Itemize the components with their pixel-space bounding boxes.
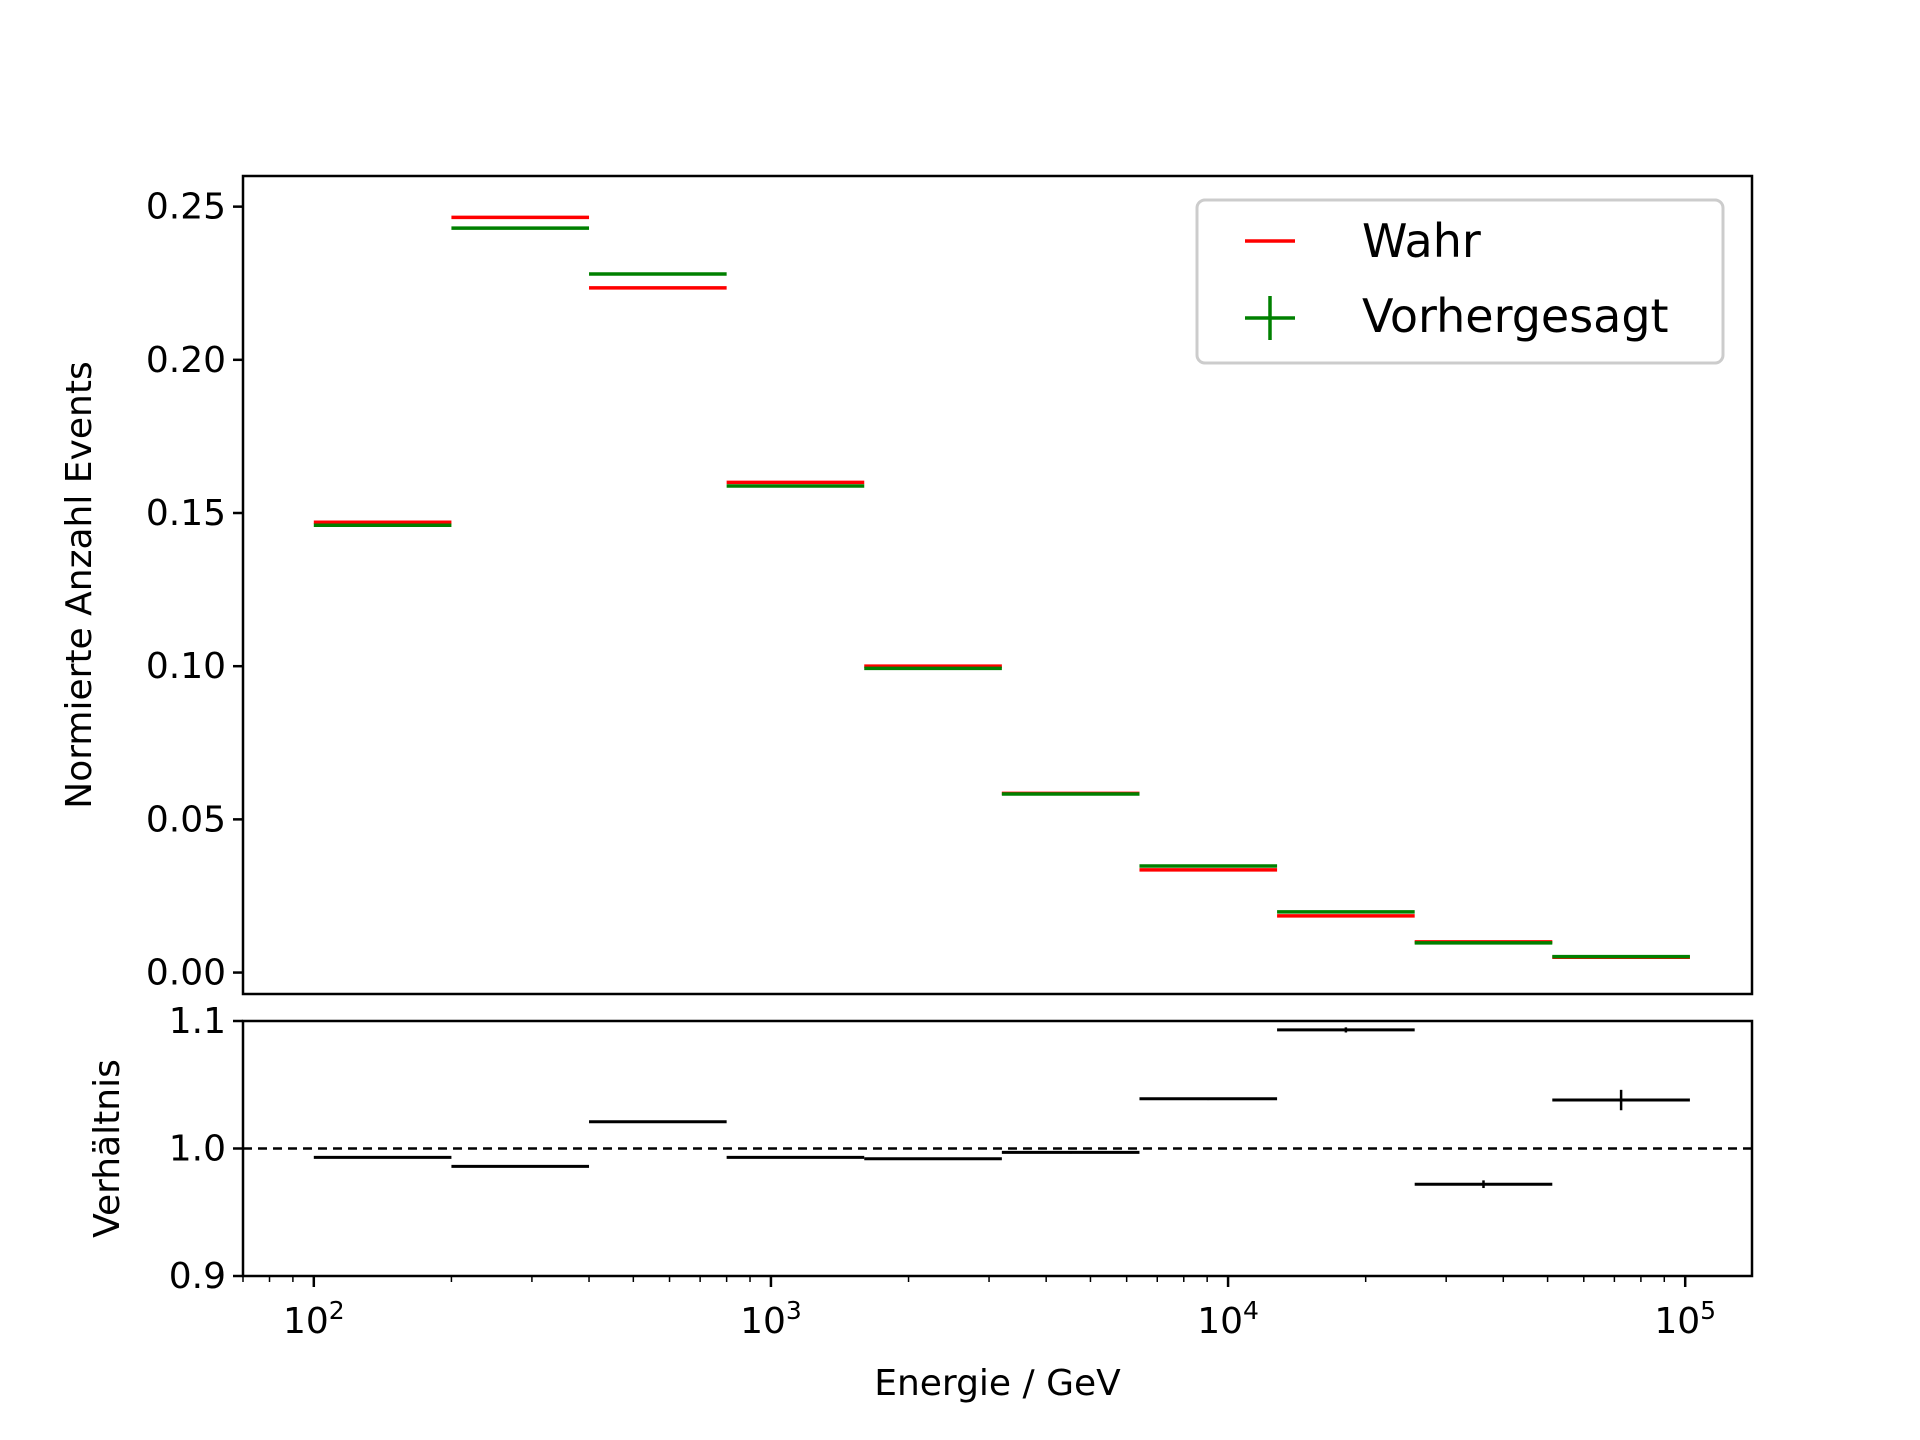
- legend: Wahr Vorhergesagt: [1195, 198, 1725, 365]
- ratio-marks: [313, 1027, 1690, 1189]
- ratio-y-axis-label: Verhältnis: [87, 1059, 128, 1238]
- x-axis-label: Energie / GeV: [874, 1363, 1121, 1404]
- main-y-tick-label: 0.20: [146, 340, 226, 381]
- main-y-tick-label: 0.10: [146, 646, 226, 687]
- x-tick-label: 105: [1654, 1296, 1716, 1342]
- ratio-y-tick-label: 1.0: [169, 1129, 226, 1170]
- x-tick-label: 103: [740, 1296, 802, 1342]
- legend-box: [1195, 198, 1725, 365]
- main-y-tick-label: 0.05: [146, 799, 226, 840]
- main-panel: 0.00 0.05 0.10 0.15 0.20 0.25 Normierte Anzah…: [59, 174, 1754, 996]
- main-axes-frame: [241, 174, 1754, 996]
- ratio-y-tick-label: 0.9: [169, 1256, 226, 1297]
- main-y-axis-label: Normierte Anzahl Events: [59, 361, 100, 808]
- ratio-panel: 0.9 1.0 1.1 102 103 104 105 Verhältnis Energi…: [87, 1001, 1754, 1404]
- ratio-x-ticks: 102 103 104 105: [242, 1276, 1716, 1342]
- main-y-tick-label: 0.25: [146, 187, 226, 228]
- ratio-y-tick-label: 1.1: [169, 1001, 226, 1042]
- legend-predicted-label: Vorhergesagt: [1362, 289, 1669, 343]
- main-y-tick-label: 0.00: [146, 953, 226, 994]
- legend-true-label: Wahr: [1362, 214, 1481, 268]
- x-tick-label: 104: [1197, 1296, 1259, 1342]
- ratio-axes-frame: [241, 1019, 1754, 1278]
- x-tick-label: 102: [283, 1296, 345, 1342]
- main-marks: [313, 215, 1690, 959]
- main-y-tick-label: 0.15: [146, 493, 226, 534]
- main-y-ticks: 0.00 0.05 0.10 0.15 0.20 0.25: [146, 187, 243, 994]
- ratio-y-ticks: 0.9 1.0 1.1: [169, 1001, 243, 1297]
